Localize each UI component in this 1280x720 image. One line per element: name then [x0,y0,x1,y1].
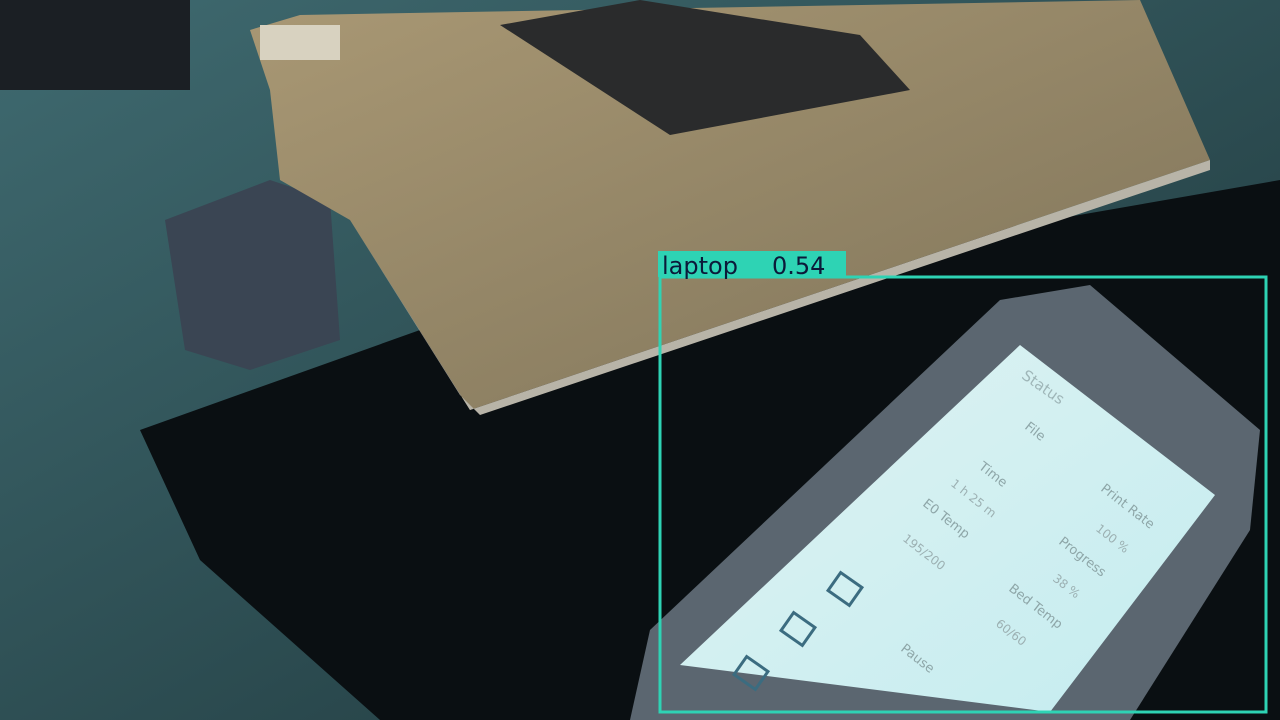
print-bed [250,0,1210,410]
box [0,0,190,90]
display-screen [680,345,1215,712]
screen-icons [731,570,865,692]
bed-logo [260,25,340,60]
detection-label-bg [658,251,846,277]
detection-box [658,275,1268,714]
bracket [165,180,340,370]
detection-score: 0.54 [772,252,825,280]
print-object [500,0,910,135]
detection-label: laptop [662,252,738,280]
